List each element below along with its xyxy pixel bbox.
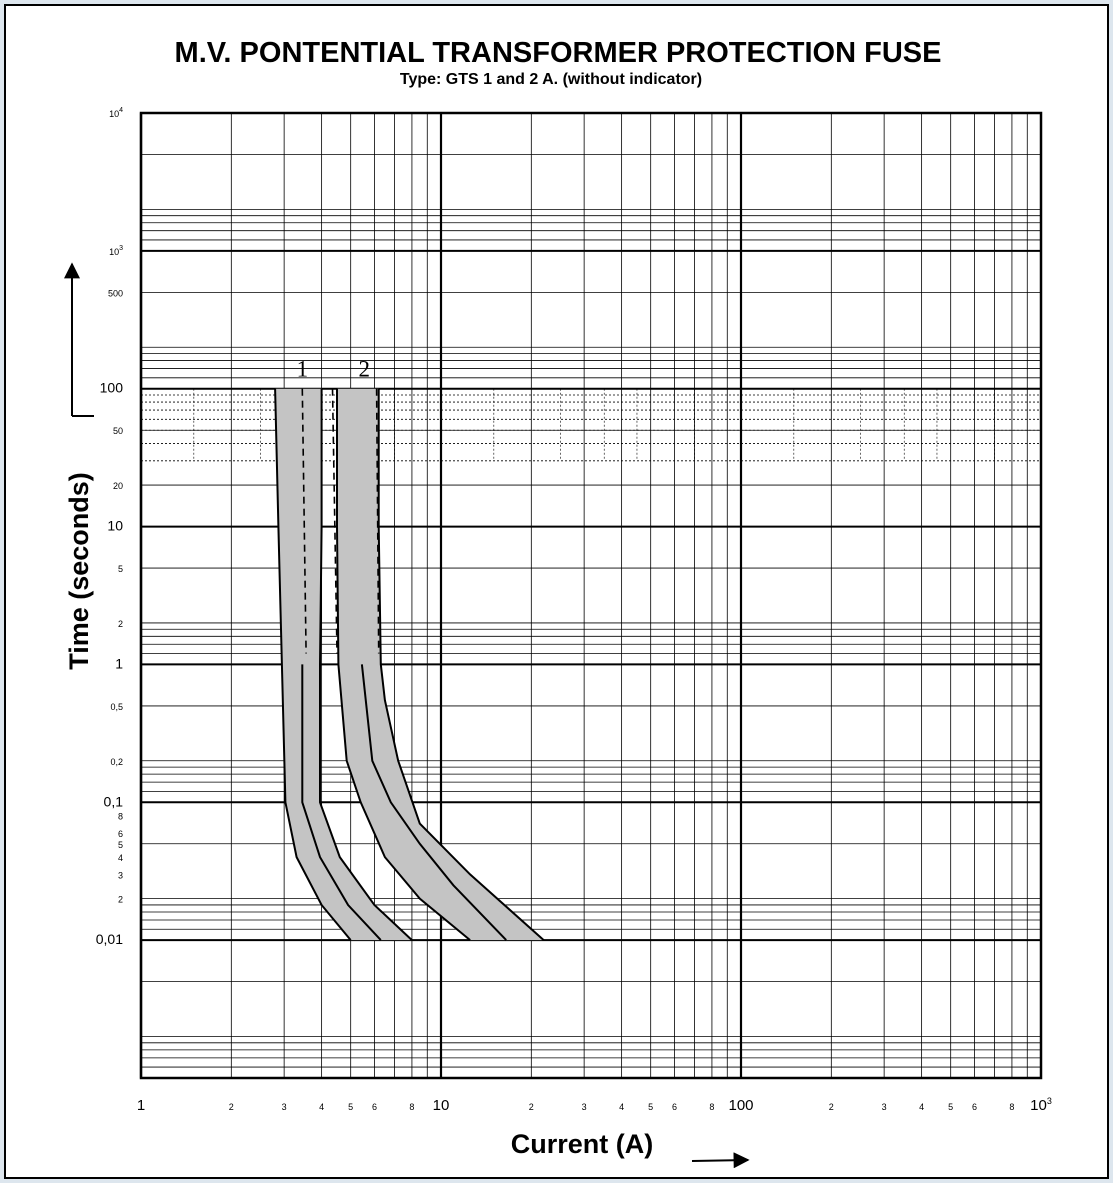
x-tick-label: 2 xyxy=(229,1102,234,1112)
curve-min-1 xyxy=(274,388,352,941)
y-tick-label: 4 xyxy=(118,853,123,863)
fuse-band-1 xyxy=(275,388,412,941)
curve-dashed-1 xyxy=(301,388,307,654)
y-tick-label: 2 xyxy=(118,619,123,629)
grid xyxy=(139,113,1041,1079)
axes xyxy=(139,111,1043,1080)
x-tick-label: 4 xyxy=(319,1102,324,1112)
x-axis-arrow xyxy=(691,1152,750,1169)
y-tick-label: 8 xyxy=(118,812,123,822)
curve-mid-2 xyxy=(360,664,507,941)
y-tick-label: 6 xyxy=(118,829,123,839)
y-tick-label: 1 xyxy=(115,655,123,671)
fuse-chart: M.V. PONTENTIAL TRANSFORMER PROTECTION F… xyxy=(64,37,1052,1169)
y-tick-label: 0,5 xyxy=(110,702,123,712)
y-tick-label: 104 xyxy=(109,107,123,119)
fuse-bands xyxy=(275,388,544,941)
x-tick-label: 3 xyxy=(582,1102,587,1112)
curve-label-2: 2 xyxy=(359,357,371,382)
curve-mid-1 xyxy=(301,664,382,941)
tick-labels: 1 2 3 4 5 6 8 10 2 3 4 5 6 8 100 2 3 4 5 6 8 1031041035001005… xyxy=(96,107,1052,1114)
curve-max-2 xyxy=(377,388,545,941)
x-axis-label: Current (A) xyxy=(511,1129,654,1159)
y-tick-label: 0,1 xyxy=(104,793,124,809)
x-tick-label: 3 xyxy=(282,1102,287,1112)
curve-dashed-2 xyxy=(331,388,338,654)
y-axis-label: Time (seconds) xyxy=(64,472,94,670)
y-tick-label: 100 xyxy=(100,380,124,396)
x-tick-label: 8 xyxy=(409,1102,414,1112)
x-tick-label: 2 xyxy=(529,1102,534,1112)
y-tick-label: 10 xyxy=(107,518,123,534)
curve-label-1: 1 xyxy=(297,357,309,382)
x-tick-label: 4 xyxy=(619,1102,624,1112)
chart-frame: M.V. PONTENTIAL TRANSFORMER PROTECTION F… xyxy=(4,4,1109,1179)
y-tick-label: 5 xyxy=(118,564,123,574)
x-tick-label: 2 xyxy=(829,1102,834,1112)
curve-min-2 xyxy=(336,388,471,941)
y-tick-label: 0,01 xyxy=(96,931,123,947)
x-tick-label: 8 xyxy=(1009,1102,1014,1112)
chart-title: M.V. PONTENTIAL TRANSFORMER PROTECTION F… xyxy=(175,37,942,69)
curve-max-1 xyxy=(319,388,413,941)
x-tick-label: 103 xyxy=(1030,1096,1052,1114)
x-tick-label: 6 xyxy=(372,1102,377,1112)
x-tick-label: 3 xyxy=(882,1102,887,1112)
y-tick-label: 5 xyxy=(118,840,123,850)
y-tick-label: 3 xyxy=(118,870,123,880)
x-tick-label: 1 xyxy=(137,1097,145,1114)
x-tick-label: 100 xyxy=(728,1097,753,1114)
x-tick-label: 10 xyxy=(433,1097,450,1114)
x-tick-label: 6 xyxy=(672,1102,677,1112)
x-tick-label: 5 xyxy=(648,1102,653,1112)
y-tick-label: 50 xyxy=(113,426,123,436)
y-tick-label: 103 xyxy=(109,245,123,257)
y-tick-label: 500 xyxy=(108,288,123,298)
x-tick-label: 4 xyxy=(919,1102,924,1112)
x-tick-label: 6 xyxy=(972,1102,977,1112)
chart-subtitle: Type: GTS 1 and 2 A. (without indicator) xyxy=(400,71,702,88)
x-tick-label: 8 xyxy=(709,1102,714,1112)
y-tick-label: 2 xyxy=(118,895,123,905)
curve-dashed-2 xyxy=(375,388,380,654)
x-tick-label: 5 xyxy=(948,1102,953,1112)
y-tick-label: 0,2 xyxy=(110,757,123,767)
x-tick-label: 5 xyxy=(348,1102,353,1112)
y-tick-label: 20 xyxy=(113,481,123,491)
plot-border xyxy=(139,111,1043,1080)
fuse-band-2 xyxy=(337,388,544,941)
